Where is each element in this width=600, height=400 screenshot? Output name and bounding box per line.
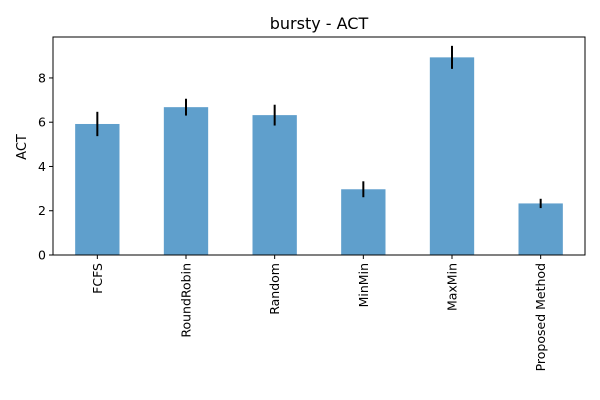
y-tick-label: 0 [38, 248, 46, 263]
x-tick-label: MinMin [356, 263, 371, 307]
x-tick-label: MaxMin [445, 263, 460, 311]
x-tick-label: Random [267, 263, 282, 315]
bars-group [75, 57, 563, 255]
y-tick-label: 2 [38, 203, 46, 218]
y-axis-label: ACT [15, 134, 30, 160]
bar [252, 115, 297, 255]
y-tick-label: 6 [38, 115, 46, 130]
plot-frame [52, 36, 586, 256]
bar [341, 189, 386, 255]
bar [163, 107, 209, 255]
y-tick-label: 4 [38, 159, 46, 174]
x-tick-label: FCFS [90, 263, 105, 294]
bar [518, 203, 563, 255]
x-tick-label: RoundRobin [179, 263, 194, 338]
x-tick-label: Proposed Method [533, 263, 548, 371]
error-bars-group [96, 45, 542, 209]
chart-title: bursty - ACT [270, 14, 369, 33]
bar [429, 57, 475, 255]
bar [75, 123, 120, 255]
y-axis: 0 2 4 6 8 [38, 70, 53, 263]
x-axis: FCFS RoundRobin Random MinMin MaxMin Proposed… [90, 255, 548, 371]
y-tick-label: 8 [38, 70, 46, 85]
